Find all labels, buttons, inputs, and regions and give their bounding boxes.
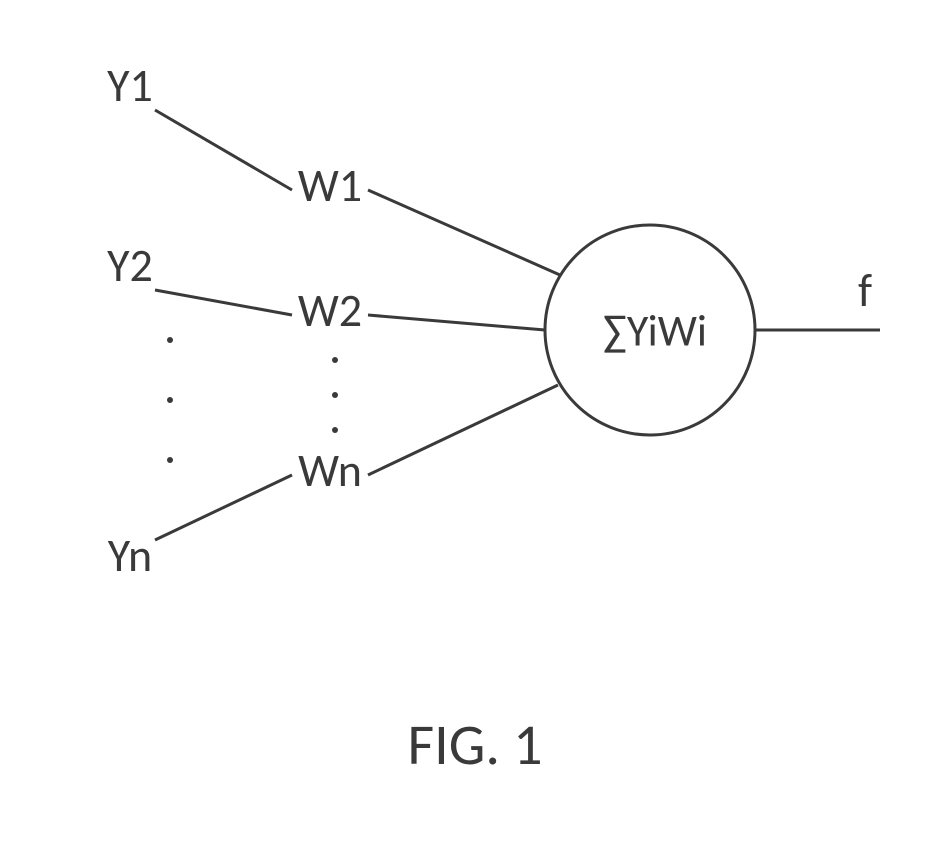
- edge-input: [155, 290, 292, 315]
- weight-label: W2: [298, 283, 362, 339]
- node-label: ∑YiWi: [603, 304, 707, 358]
- ellipsis-dot: [167, 397, 173, 403]
- input-label: Y2: [107, 238, 153, 294]
- input-label: Yn: [108, 528, 152, 584]
- input-label: Y1: [107, 58, 153, 114]
- edge-input: [155, 110, 292, 190]
- ellipsis-dot: [167, 337, 173, 343]
- weight-label: W1: [298, 158, 362, 214]
- edge-weight: [368, 190, 560, 275]
- ellipsis-dot: [332, 357, 338, 363]
- figure-caption: FIG. 1: [407, 709, 542, 780]
- output-label: f: [858, 263, 872, 319]
- ellipsis-dot: [332, 392, 338, 398]
- ellipsis-dot: [167, 457, 173, 463]
- weight-label: Wn: [298, 443, 362, 499]
- edge-weight: [368, 315, 545, 330]
- ellipsis-dot: [332, 427, 338, 433]
- edge-input: [155, 475, 292, 540]
- edge-weight: [368, 385, 558, 475]
